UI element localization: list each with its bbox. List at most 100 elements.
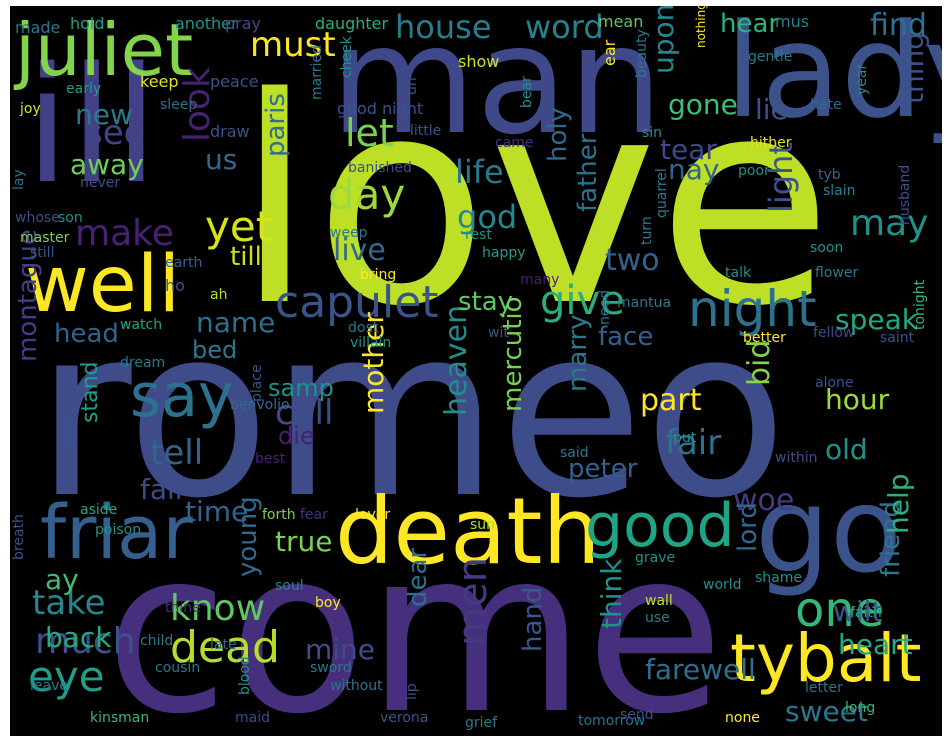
word-ear: ear <box>600 39 619 66</box>
word-came: came <box>495 135 534 151</box>
word-gone: gone <box>668 88 738 121</box>
word-fear: fear <box>300 507 328 523</box>
word-talk: talk <box>725 265 752 281</box>
word-grief: grief <box>465 715 498 731</box>
word-life: life <box>455 153 504 191</box>
word-faith: faith <box>850 605 882 621</box>
word-find: find <box>870 8 927 43</box>
word-think: think <box>595 558 628 629</box>
word-husband: husband <box>897 164 913 225</box>
word-send: send <box>620 707 654 723</box>
word-without: without <box>330 678 383 694</box>
word-good: good <box>585 491 735 561</box>
word-god: god <box>457 198 518 236</box>
word-shame: shame <box>755 570 802 586</box>
word-men: men <box>450 557 496 646</box>
word-go: go <box>755 461 903 599</box>
word-breath: breath <box>11 514 27 560</box>
word-paris: paris <box>261 93 291 157</box>
word-villain: villain <box>350 335 392 351</box>
word-beauty: beauty <box>634 29 650 78</box>
word-day: day <box>328 170 406 219</box>
word-friar: friar <box>40 490 193 576</box>
word-thing: thing <box>897 31 930 104</box>
word-joy: joy <box>20 101 41 117</box>
word-mantua: mantua <box>617 295 672 311</box>
word-soon: soon <box>810 240 844 256</box>
word-away: away <box>70 148 144 181</box>
word-use: use <box>645 610 670 626</box>
word-heaven: heaven <box>439 304 474 416</box>
word-saint: saint <box>880 330 915 346</box>
word-name: name <box>196 306 276 339</box>
word-juliet: juliet <box>15 8 194 92</box>
word-rest: rest <box>465 227 492 243</box>
word-wall: wall <box>645 593 673 609</box>
word-bed: bed <box>192 336 238 364</box>
word-tyb: tyb <box>818 167 841 183</box>
word-one: one <box>795 582 885 638</box>
word-long: long <box>845 700 876 716</box>
word-made: made <box>15 18 61 37</box>
word-child: child <box>140 633 174 649</box>
word-samp: samp <box>268 374 334 402</box>
word-letter: letter <box>805 680 843 696</box>
word-hither: hither <box>750 135 792 151</box>
word-stay: stay <box>458 287 514 317</box>
word-keep: keep <box>140 72 179 91</box>
word-grave: grave <box>635 550 676 566</box>
word-nay: nay <box>668 153 720 186</box>
word-happy: happy <box>482 245 526 261</box>
word-lover: lover <box>355 507 391 523</box>
word-still: still <box>30 245 55 261</box>
word-never: never <box>80 175 121 191</box>
word-woe: woe <box>733 483 795 518</box>
word-romeo: romeo <box>35 277 788 550</box>
word-lord: lord <box>733 502 763 552</box>
word-need: need <box>597 290 613 325</box>
word-help: help <box>882 473 915 534</box>
word-greg: greg <box>59 418 75 450</box>
word-make: make <box>75 213 174 254</box>
word-watch: watch <box>120 317 163 333</box>
word-place: place <box>249 364 265 402</box>
word-dead: dead <box>170 622 280 673</box>
word-maid: maid <box>235 710 270 726</box>
word-soul: soul <box>275 578 304 594</box>
word-come: come <box>105 502 724 737</box>
word-word: word <box>525 8 604 46</box>
word-sin: sin <box>642 125 663 141</box>
word-must: must <box>250 25 336 65</box>
word-put: put <box>673 430 697 446</box>
word-sun: sun <box>470 517 496 533</box>
word-father: father <box>573 133 603 212</box>
word-dream: dream <box>120 355 166 371</box>
word-mean: mean <box>598 12 644 31</box>
word-early: early <box>66 81 102 97</box>
word-nothing: nothing <box>694 6 708 48</box>
word-let: let <box>345 111 394 155</box>
word-eye: eye <box>28 652 105 701</box>
word-alone: alone <box>815 375 854 391</box>
word-lady: lady <box>725 6 942 147</box>
word-bear: bear <box>519 76 535 108</box>
word-new: new <box>75 98 133 131</box>
word-fall: fall <box>140 473 183 506</box>
word-verona: verona <box>380 710 429 726</box>
word-take: take <box>32 583 106 623</box>
word-speak: speak <box>835 303 918 336</box>
word-time: time <box>185 495 249 528</box>
word-give: give <box>540 278 625 324</box>
word-much: much <box>35 621 136 662</box>
word-mine: mine <box>305 633 376 666</box>
word-turn: turn <box>639 216 655 245</box>
word-sweet: sweet <box>785 695 868 728</box>
word-hold: hold <box>70 14 105 33</box>
word-lie: lie <box>755 93 788 126</box>
word-tell: tell <box>150 433 204 473</box>
word-said: said <box>560 445 589 461</box>
word-wit: wit <box>488 325 509 341</box>
word-sleep: sleep <box>160 97 198 113</box>
word-stand: stand <box>78 361 103 423</box>
